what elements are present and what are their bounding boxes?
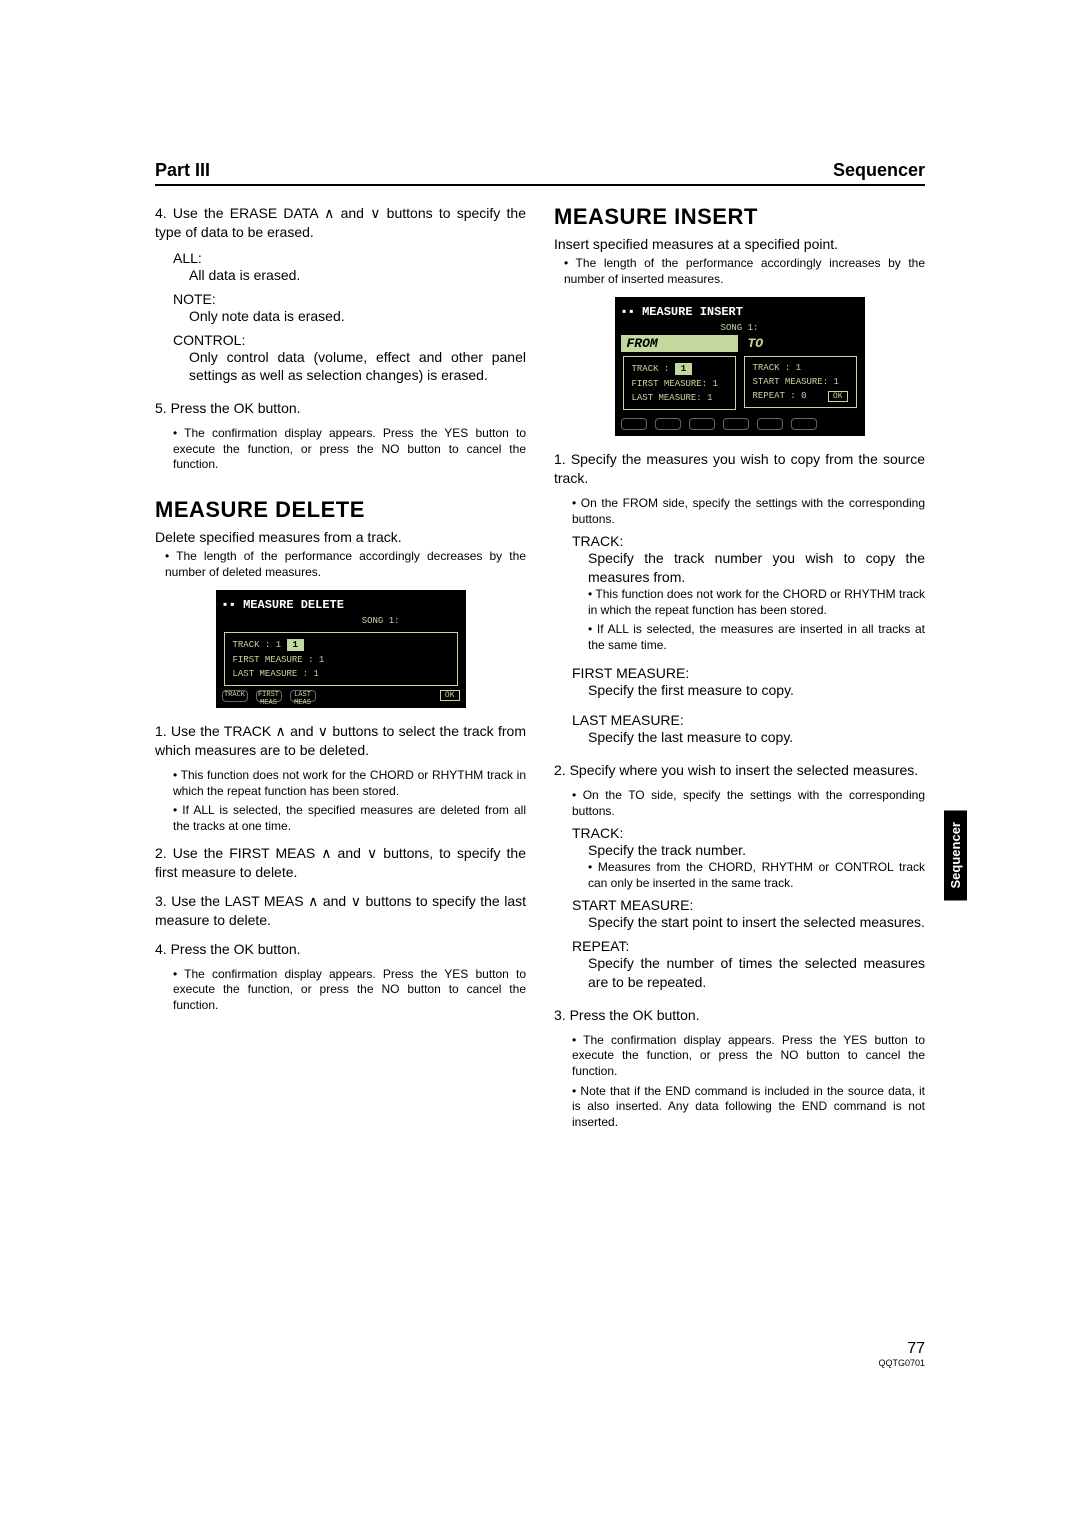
last-measure-label: LAST MEASURE: bbox=[572, 712, 925, 728]
page-number-block: 77 QQTG0701 bbox=[878, 1340, 925, 1368]
all-body: All data is erased. bbox=[189, 266, 526, 285]
insert-step-1-bullet: • On the FROM side, specify the settings… bbox=[572, 496, 925, 527]
last-measure-body: Specify the last measure to copy. bbox=[588, 728, 925, 747]
left-column: 4. Use the ERASE DATA ∧ and ∨ buttons to… bbox=[155, 204, 526, 1134]
insert-step-1: 1. Specify the measures you wish to copy… bbox=[554, 450, 925, 488]
insert-track-b1: • This function does not work for the CH… bbox=[588, 587, 925, 618]
side-tab-sequencer: Sequencer bbox=[944, 810, 967, 900]
lcd-insert-cols: FROM TRACK : 1 FIRST MEASURE: 1 LAST MEA… bbox=[621, 335, 859, 414]
first-measure-body: Specify the first measure to copy. bbox=[588, 681, 925, 700]
insert-step-3: 3. Press the OK button. bbox=[554, 1006, 925, 1025]
lcd-delete-buttons: TRACK FIRST MEAS LAST MEAS bbox=[222, 690, 440, 702]
insert-step-3-b1: • The confirmation display appears. Pres… bbox=[572, 1033, 925, 1080]
heading-measure-delete: MEASURE DELETE bbox=[155, 497, 526, 523]
delete-step-1: 1. Use the TRACK ∧ and ∨ buttons to sele… bbox=[155, 722, 526, 760]
step-4: 4. Use the ERASE DATA ∧ and ∨ buttons to… bbox=[155, 204, 526, 242]
control-body: Only control data (volume, effect and ot… bbox=[189, 348, 526, 386]
all-label: ALL: bbox=[173, 250, 526, 266]
right-column: MEASURE INSERT Insert specified measures… bbox=[554, 204, 925, 1134]
insert-track2-label: TRACK: bbox=[572, 825, 925, 841]
delete-step-4-bullet: • The confirmation display appears. Pres… bbox=[173, 967, 526, 1014]
insert-step-2-bullet: • On the TO side, specify the settings w… bbox=[572, 788, 925, 819]
step-5-bullet: • The confirmation display appears. Pres… bbox=[173, 426, 526, 473]
note-label: NOTE: bbox=[173, 291, 526, 307]
insert-bullet: • The length of the performance accordin… bbox=[564, 256, 925, 287]
control-label: CONTROL: bbox=[173, 332, 526, 348]
page-content: Part III Sequencer 4. Use the ERASE DATA… bbox=[0, 0, 1080, 1194]
delete-intro: Delete specified measures from a track. bbox=[155, 529, 526, 545]
insert-track-label: TRACK: bbox=[572, 533, 925, 549]
lcd-delete-title: ▪▪ MEASURE DELETE bbox=[222, 596, 460, 614]
delete-step-2: 2. Use the FIRST MEAS ∧ and ∨ buttons, t… bbox=[155, 844, 526, 882]
note-body: Only note data is erased. bbox=[189, 307, 526, 326]
insert-track-body: Specify the track number you wish to cop… bbox=[588, 549, 925, 587]
doc-code: QQTG0701 bbox=[878, 1358, 925, 1368]
lcd-delete-box: TRACK : 1 1 FIRST MEASURE : 1 LAST MEASU… bbox=[224, 632, 458, 686]
header-part: Part III bbox=[155, 160, 210, 181]
two-column-layout: 4. Use the ERASE DATA ∧ and ∨ buttons to… bbox=[155, 204, 925, 1134]
lcd-measure-delete: ▪▪ MEASURE DELETE SONG 1: TRACK : 1 1 FI… bbox=[216, 590, 466, 708]
delete-bullet: • The length of the performance accordin… bbox=[165, 549, 526, 580]
start-measure-label: START MEASURE: bbox=[572, 897, 925, 913]
page-number: 77 bbox=[878, 1340, 925, 1358]
delete-step-1-b2: • If ALL is selected, the specified meas… bbox=[173, 803, 526, 834]
insert-track-b2: • If ALL is selected, the measures are i… bbox=[588, 622, 925, 653]
first-measure-label: FIRST MEASURE: bbox=[572, 665, 925, 681]
heading-measure-insert: MEASURE INSERT bbox=[554, 204, 925, 230]
step-5: 5. Press the OK button. bbox=[155, 399, 526, 418]
lcd-measure-insert: ▪▪ MEASURE INSERT SONG 1: FROM TRACK : 1… bbox=[615, 297, 865, 436]
insert-step-3-b2: • Note that if the END command is includ… bbox=[572, 1084, 925, 1131]
delete-step-1-b1: • This function does not work for the CH… bbox=[173, 768, 526, 799]
insert-step-2: 2. Specify where you wish to insert the … bbox=[554, 761, 925, 780]
insert-track2-bullet: • Measures from the CHORD, RHYTHM or CON… bbox=[588, 860, 925, 891]
lcd-insert-title: ▪▪ MEASURE INSERT bbox=[621, 303, 859, 321]
page-header: Part III Sequencer bbox=[155, 160, 925, 186]
insert-intro: Insert specified measures at a specified… bbox=[554, 236, 925, 252]
repeat-body: Specify the number of times the selected… bbox=[588, 954, 925, 992]
start-measure-body: Specify the start point to insert the se… bbox=[588, 913, 925, 932]
insert-track2-body: Specify the track number. bbox=[588, 841, 925, 860]
delete-step-4: 4. Press the OK button. bbox=[155, 940, 526, 959]
header-section: Sequencer bbox=[833, 160, 925, 181]
delete-step-3: 3. Use the LAST MEAS ∧ and ∨ buttons to … bbox=[155, 892, 526, 930]
repeat-label: REPEAT: bbox=[572, 938, 925, 954]
